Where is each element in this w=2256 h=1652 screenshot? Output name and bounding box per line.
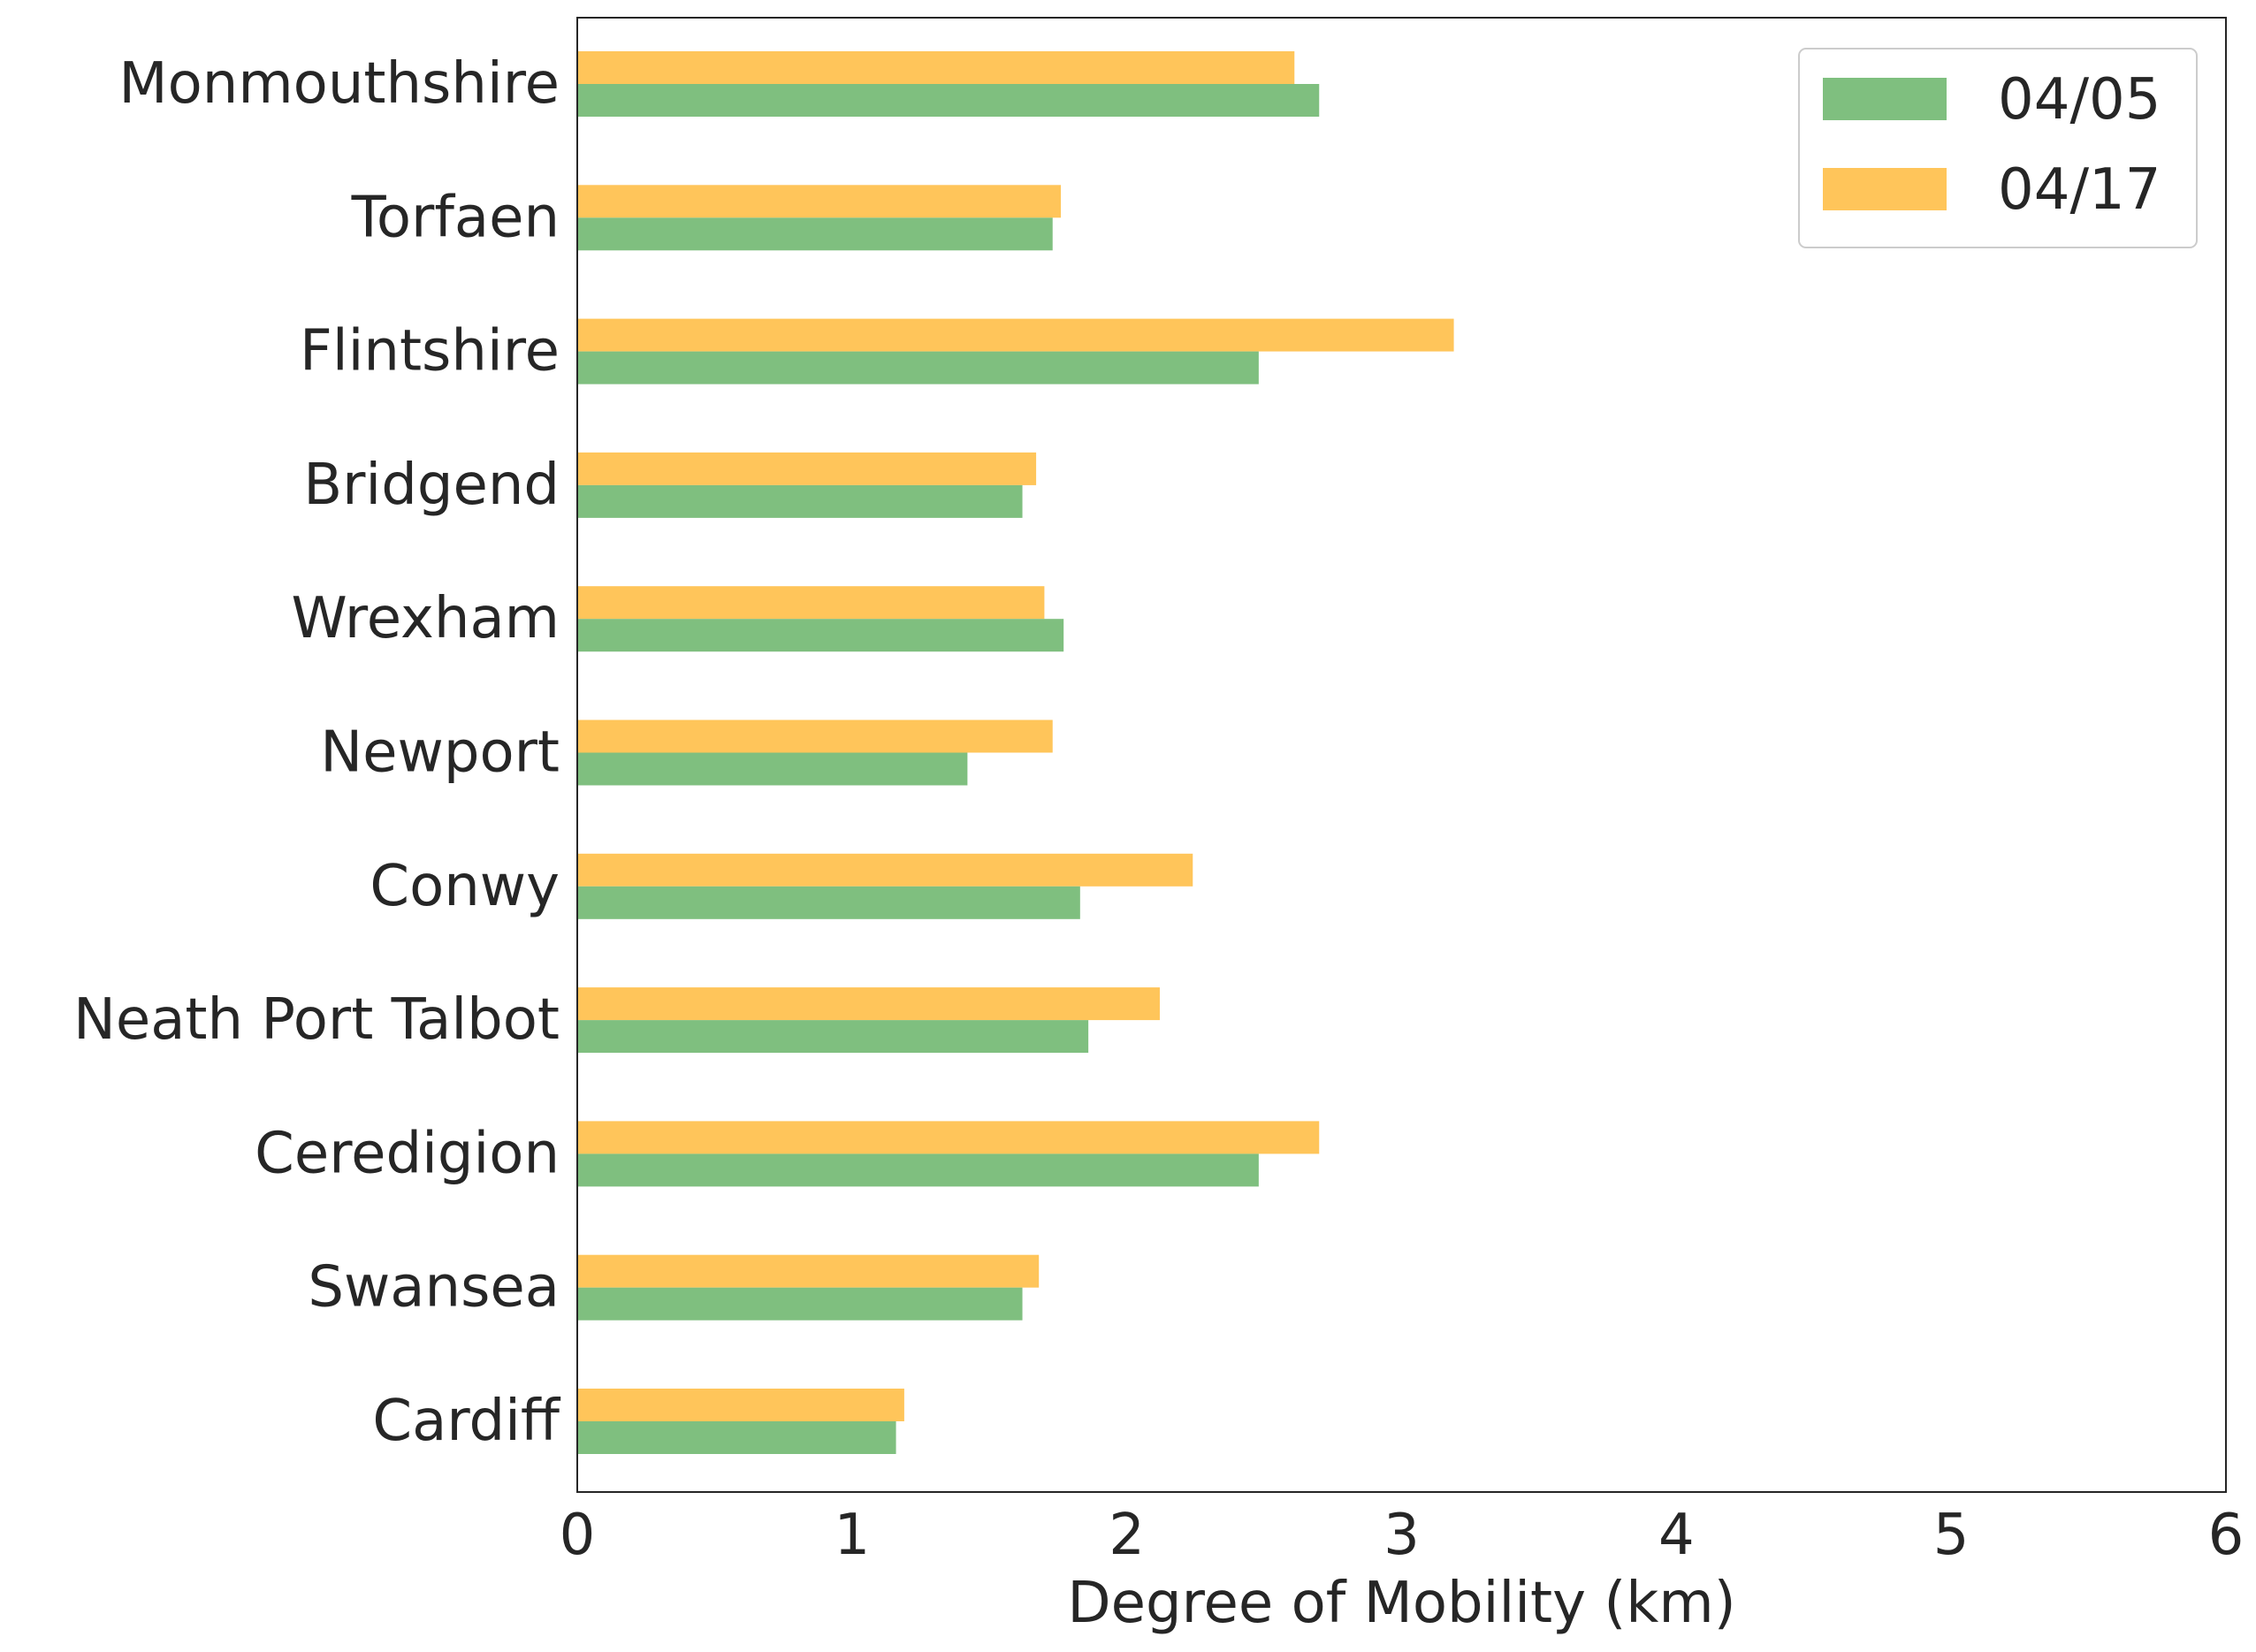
legend-label-04-17: 04/17: [1998, 157, 2161, 223]
bar-swansea-04-05: [577, 1287, 1023, 1321]
bar-neath-port-talbot-04-17: [577, 987, 1160, 1021]
x-tick-label: 2: [1109, 1503, 1145, 1568]
y-tick-label: Monmouthshire: [118, 51, 560, 117]
y-tick-label: Bridgend: [303, 453, 560, 518]
bar-conwy-04-17: [577, 853, 1193, 887]
plot-frame: [576, 17, 2227, 1493]
bar-monmouthshire-04-05: [577, 84, 1320, 117]
bar-torfaen-04-17: [577, 185, 1062, 218]
y-tick-label: Ceredigion: [255, 1121, 560, 1186]
bar-swansea-04-17: [577, 1254, 1040, 1288]
y-tick-label: Torfaen: [351, 185, 560, 250]
bar-ceredigion-04-05: [577, 1153, 1259, 1187]
y-tick-label: Swansea: [308, 1255, 560, 1321]
bar-ceredigion-04-17: [577, 1121, 1320, 1154]
y-tick-label: Wrexham: [291, 586, 560, 651]
bar-bridgend-04-05: [577, 484, 1023, 518]
y-tick-labels: Monmouthshire Torfaen Flintshire Bridgend Wr…: [73, 51, 561, 1454]
x-tick-label: 3: [1383, 1503, 1420, 1568]
legend: 04/05 04/17: [1798, 48, 2198, 248]
bar-monmouthshire-04-17: [577, 51, 1295, 84]
legend-swatch-04-05: [1823, 78, 1947, 120]
bar-flintshire-04-05: [577, 351, 1259, 384]
y-tick-label: Conwy: [370, 854, 560, 919]
y-tick-label: Cardiff: [372, 1389, 561, 1454]
bar-cardiff-04-17: [577, 1389, 904, 1421]
x-tick-label: 1: [834, 1503, 870, 1568]
x-tick-label: 0: [560, 1503, 596, 1568]
bar-newport-04-17: [577, 719, 1053, 753]
bar-wrexham-04-05: [577, 619, 1064, 652]
bar-wrexham-04-17: [577, 586, 1045, 620]
bar-neath-port-talbot-04-05: [577, 1020, 1089, 1054]
y-tick-label: Flintshire: [300, 319, 560, 384]
x-tick-label: 4: [1658, 1503, 1695, 1568]
bar-flintshire-04-17: [577, 318, 1454, 352]
x-tick-label: 5: [1933, 1503, 1970, 1568]
bar-newport-04-05: [577, 752, 968, 786]
x-tick-labels: 0 1 2 3 4 5 6: [560, 1503, 2245, 1568]
bar-cardiff-04-05: [577, 1421, 896, 1454]
y-tick-label: Neath Port Talbot: [73, 987, 560, 1053]
bar-bridgend-04-17: [577, 452, 1037, 485]
x-axis-label: Degree of Mobility (km): [1067, 1571, 1735, 1636]
bar-conwy-04-05: [577, 886, 1080, 919]
legend-items: 04/05 04/17: [1823, 67, 2161, 223]
y-tick-label: Newport: [320, 720, 560, 786]
legend-label-04-05: 04/05: [1998, 67, 2161, 133]
bars-layer: [577, 51, 1454, 1454]
x-tick-label: 6: [2208, 1503, 2245, 1568]
bar-torfaen-04-05: [577, 217, 1053, 251]
legend-swatch-04-17: [1823, 168, 1947, 210]
